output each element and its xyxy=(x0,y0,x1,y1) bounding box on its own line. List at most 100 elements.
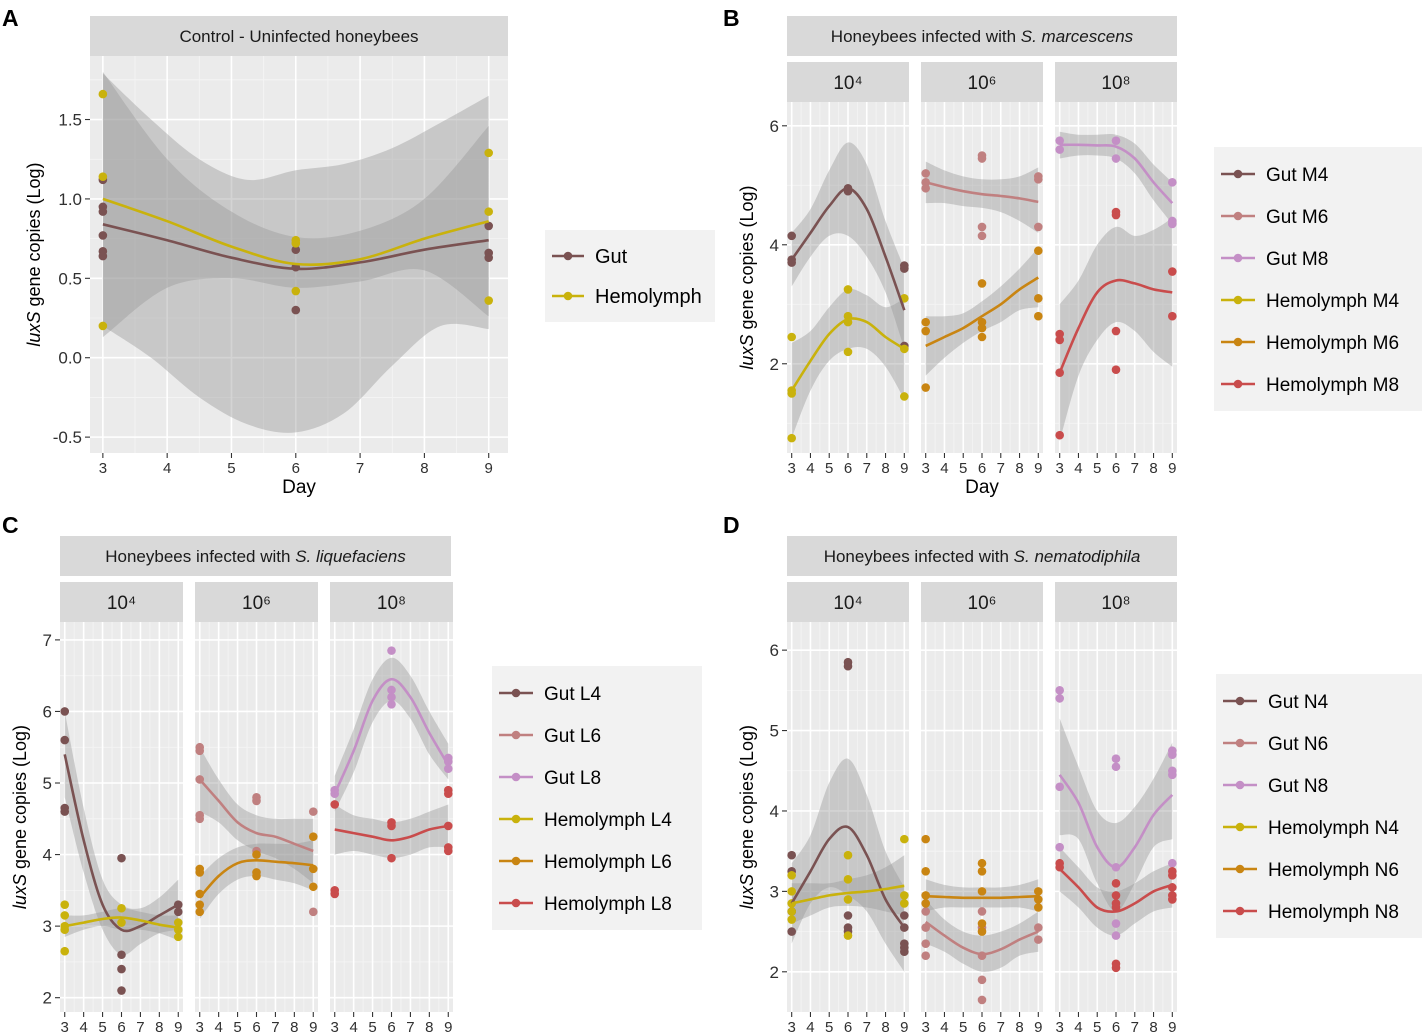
data-point-hemolymph-l6 xyxy=(308,882,318,892)
panel-d-facet-2: 10⁶ 3 4 5 6 7 8 9 xyxy=(921,582,1043,1032)
panel-b-title: Honeybees infected with S. marcescens xyxy=(831,27,1134,46)
legend-label: Hemolymph M4 xyxy=(1266,291,1399,312)
data-point-hemolymph-m6 xyxy=(1034,311,1043,321)
x-tick-label: 7 xyxy=(356,460,364,477)
y-axis-title-rest: gene copies (Log) xyxy=(737,185,757,334)
x-tick-label: 5 xyxy=(825,460,833,477)
data-point-hemolymph-n6 xyxy=(921,834,930,844)
y-tick-label: 4 xyxy=(770,802,779,821)
data-point-hemolymph-m8 xyxy=(1055,329,1064,339)
legend-key-point xyxy=(1233,169,1243,179)
x-tick-label: 9 xyxy=(900,460,908,477)
x-tick-label: 4 xyxy=(940,1019,948,1032)
x-tick-label: 9 xyxy=(309,1019,317,1032)
data-point-gut-n8 xyxy=(1168,750,1177,759)
data-point-hemolymph-l6 xyxy=(308,832,318,841)
x-tick-label: 3 xyxy=(922,460,930,477)
legend-label: Gut M8 xyxy=(1266,249,1328,270)
data-point-hemolymph-n6 xyxy=(1034,887,1043,896)
data-point-gut-m8 xyxy=(1111,154,1121,163)
data-point-hemolymph-m4 xyxy=(843,285,853,294)
data-point-gut-n8 xyxy=(1111,931,1121,940)
trend-line-hemolymph-l8 xyxy=(334,824,449,842)
x-tick-label: 3 xyxy=(196,1019,204,1032)
x-tick-label: 9 xyxy=(900,1019,908,1032)
data-point-hemolymph-n8 xyxy=(1168,870,1177,880)
panel-b-y-axis-title: luxS gene copies (Log) xyxy=(737,185,757,369)
data-point-gut-m8 xyxy=(1168,219,1177,229)
y-axis-title-rest: gene copies (Log) xyxy=(24,162,44,311)
data-point-gut-l8 xyxy=(443,764,453,773)
legend-label: Gut N4 xyxy=(1268,692,1329,713)
x-tick-label: 4 xyxy=(940,460,948,477)
data-point-hemolymph xyxy=(291,239,301,248)
data-point-hemolymph-m4 xyxy=(900,392,909,401)
panel-a-y-axis-title: luxS gene copies (Log) xyxy=(24,162,44,346)
facet-strip xyxy=(330,582,453,622)
data-point-gut-n6 xyxy=(977,907,987,916)
confidence-band-gut-m4 xyxy=(791,142,905,349)
data-point-hemolymph-m8 xyxy=(1111,210,1121,220)
data-point-hemolymph-n6 xyxy=(977,887,987,896)
y-tick-label: 2 xyxy=(770,355,779,374)
trend-line-hemolymph-m6 xyxy=(925,276,1040,348)
data-point-hemolymph-n4 xyxy=(787,915,796,924)
panel-c-y-axis-title: luxS gene copies (Log) xyxy=(10,725,30,909)
legend-label: Gut L4 xyxy=(544,684,601,705)
data-point-hemolymph xyxy=(291,286,301,296)
data-point-hemolymph-n4 xyxy=(787,870,796,880)
data-point-gut-l6 xyxy=(195,814,205,824)
data-point-gut-l8 xyxy=(387,692,396,702)
legend-key-point xyxy=(1233,253,1243,263)
x-tick-label: 9 xyxy=(174,1019,182,1032)
panel-d: Honeybees infected with S. nematodiphila… xyxy=(737,536,1422,1032)
legend-label: Hemolymph N8 xyxy=(1268,902,1399,923)
x-tick-label: 7 xyxy=(406,1019,414,1032)
x-tick-label: 8 xyxy=(881,460,889,477)
x-tick-label: 9 xyxy=(485,460,493,477)
facet-strip xyxy=(787,62,909,102)
x-tick-label: 9 xyxy=(1168,1019,1176,1032)
data-point-hemolymph xyxy=(484,296,494,305)
data-point-gut-l4 xyxy=(117,853,126,863)
legend-key-point xyxy=(1233,337,1243,347)
legend-key-point xyxy=(511,730,521,740)
data-point-hemolymph-n8 xyxy=(1111,963,1121,973)
confidence-band-gut-l8 xyxy=(334,657,449,812)
panel-a-facet-1: 3 4 5 6 7 8 9 -0.5 0.0 0.5 1.0 1.5 xyxy=(53,56,508,477)
data-point-gut-l6 xyxy=(195,746,205,756)
data-point-gut-m4 xyxy=(787,258,796,267)
trend-line-gut-m4 xyxy=(790,187,906,311)
data-point-gut-m6 xyxy=(921,183,930,193)
x-tick-label: 3 xyxy=(1056,1019,1064,1032)
data-point-hemolymph-n4 xyxy=(843,931,853,940)
legend-key-point xyxy=(1235,738,1245,748)
data-point-hemolymph xyxy=(484,207,494,216)
facet-strip xyxy=(1055,582,1177,622)
data-point-gut xyxy=(98,251,108,261)
data-point-gut-n8 xyxy=(1055,842,1064,852)
x-tick-label: 6 xyxy=(387,1019,395,1032)
panel-d-facet-3: 10⁸ 3 4 5 6 7 8 9 xyxy=(1055,582,1177,1032)
y-axis-title-gene: luxS xyxy=(737,335,757,370)
data-point-hemolymph-l8 xyxy=(330,889,340,899)
plot-data xyxy=(98,71,494,433)
x-tick-label: 8 xyxy=(425,1019,433,1032)
data-point-gut-n4 xyxy=(787,850,796,860)
data-point-gut-n4 xyxy=(900,947,909,956)
x-tick-label: 7 xyxy=(997,1019,1005,1032)
data-point-hemolymph-m6 xyxy=(921,317,930,327)
plot-data xyxy=(195,742,318,919)
data-point-hemolymph-l4 xyxy=(173,932,183,942)
data-point-hemolymph-l6 xyxy=(308,864,318,874)
data-point-hemolymph-l8 xyxy=(387,821,396,831)
data-point-hemolymph-n6 xyxy=(977,866,987,876)
y-tick-label: 3 xyxy=(770,882,779,901)
y-axis-title-gene: luxS xyxy=(24,312,44,347)
data-point-gut-l4 xyxy=(173,907,183,917)
x-tick-label: 3 xyxy=(922,1019,930,1032)
x-tick-label: 9 xyxy=(1034,1019,1042,1032)
plot-data xyxy=(921,151,1043,392)
data-point-gut-n6 xyxy=(921,951,930,961)
data-point-hemolymph-n4 xyxy=(900,834,909,844)
